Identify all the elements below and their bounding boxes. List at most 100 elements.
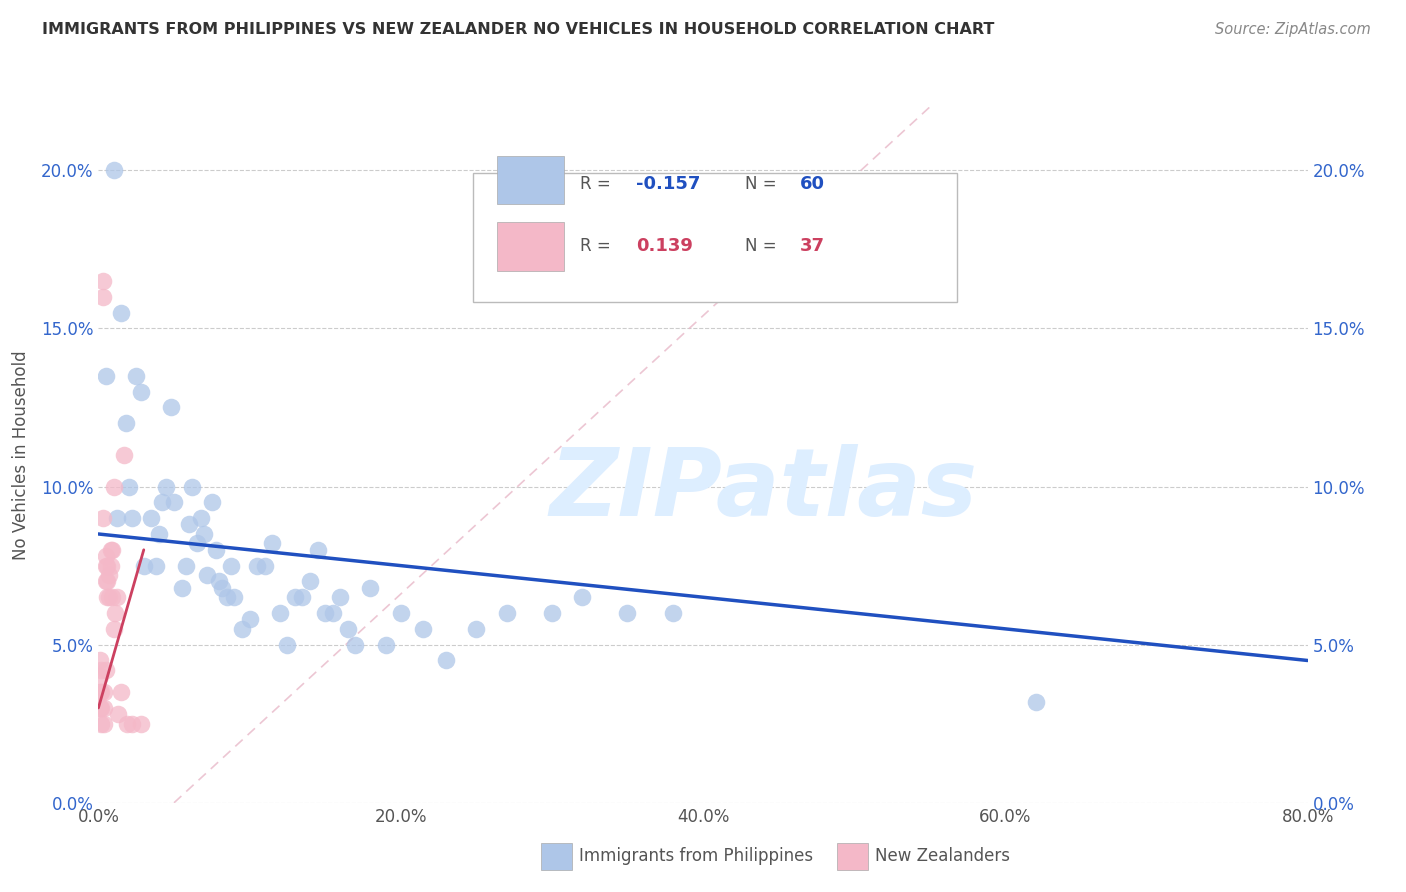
- Point: [246, 558, 269, 573]
- Point: [96, 574, 118, 589]
- Point: [91, 511, 114, 525]
- Point: [224, 591, 246, 605]
- Point: [193, 527, 215, 541]
- Text: 37: 37: [800, 237, 825, 255]
- Point: [344, 638, 367, 652]
- FancyBboxPatch shape: [474, 173, 957, 301]
- Point: [360, 581, 382, 595]
- Point: [94, 558, 117, 573]
- Point: [110, 685, 132, 699]
- Text: Source: ZipAtlas.com: Source: ZipAtlas.com: [1215, 22, 1371, 37]
- Point: [1024, 695, 1046, 709]
- Point: [96, 591, 118, 605]
- Point: [186, 536, 208, 550]
- Point: [89, 669, 111, 683]
- Point: [145, 558, 167, 573]
- Point: [284, 591, 307, 605]
- Point: [100, 542, 122, 557]
- Point: [129, 716, 152, 731]
- Point: [160, 401, 183, 415]
- Text: 0.139: 0.139: [637, 237, 693, 255]
- Point: [155, 479, 177, 493]
- Point: [571, 591, 593, 605]
- Point: [661, 606, 683, 620]
- Point: [105, 591, 128, 605]
- Point: [239, 612, 262, 626]
- Point: [94, 663, 117, 677]
- Point: [115, 716, 138, 731]
- FancyBboxPatch shape: [498, 156, 564, 204]
- Point: [90, 663, 112, 677]
- Point: [93, 716, 115, 731]
- Text: New Zealanders: New Zealanders: [875, 847, 1010, 865]
- Point: [90, 685, 112, 699]
- Point: [107, 707, 129, 722]
- Point: [98, 568, 121, 582]
- Point: [163, 495, 186, 509]
- Point: [91, 290, 114, 304]
- Point: [98, 591, 121, 605]
- Point: [291, 591, 314, 605]
- Point: [125, 368, 148, 383]
- Point: [170, 581, 193, 595]
- Point: [253, 558, 276, 573]
- Point: [141, 511, 163, 525]
- Point: [389, 606, 412, 620]
- Point: [495, 606, 517, 620]
- Point: [89, 685, 111, 699]
- Point: [93, 701, 115, 715]
- Y-axis label: No Vehicles in Household: No Vehicles in Household: [11, 350, 30, 560]
- Point: [336, 622, 359, 636]
- Point: [221, 558, 243, 573]
- Point: [148, 527, 170, 541]
- Point: [121, 511, 143, 525]
- Point: [96, 558, 118, 573]
- Point: [100, 558, 122, 573]
- Point: [105, 511, 128, 525]
- Point: [90, 701, 112, 715]
- Point: [231, 622, 253, 636]
- Text: N =: N =: [745, 175, 778, 193]
- Text: IMMIGRANTS FROM PHILIPPINES VS NEW ZEALANDER NO VEHICLES IN HOUSEHOLD CORRELATIO: IMMIGRANTS FROM PHILIPPINES VS NEW ZEALA…: [42, 22, 994, 37]
- Text: -0.157: -0.157: [637, 175, 700, 193]
- Point: [174, 558, 197, 573]
- Point: [434, 653, 457, 667]
- Point: [129, 384, 152, 399]
- Point: [94, 549, 117, 563]
- Text: N =: N =: [745, 237, 778, 255]
- Point: [90, 716, 112, 731]
- Point: [208, 574, 231, 589]
- Point: [211, 581, 233, 595]
- Point: [150, 495, 173, 509]
- Point: [190, 511, 212, 525]
- Point: [465, 622, 488, 636]
- Point: [132, 558, 155, 573]
- Point: [94, 574, 117, 589]
- Point: [307, 542, 329, 557]
- Point: [201, 495, 224, 509]
- Point: [101, 591, 124, 605]
- FancyBboxPatch shape: [498, 222, 564, 270]
- Point: [299, 574, 322, 589]
- Point: [215, 591, 238, 605]
- Point: [118, 479, 141, 493]
- Point: [181, 479, 204, 493]
- Point: [104, 606, 127, 620]
- Point: [94, 368, 117, 383]
- Point: [101, 542, 124, 557]
- Text: R =: R =: [579, 175, 610, 193]
- Point: [91, 274, 114, 288]
- Point: [103, 479, 125, 493]
- Point: [110, 305, 132, 319]
- Point: [121, 716, 143, 731]
- Point: [93, 685, 115, 699]
- Point: [103, 163, 125, 178]
- Point: [616, 606, 638, 620]
- Text: ZIPatlas: ZIPatlas: [550, 443, 977, 536]
- Point: [112, 448, 135, 462]
- Point: [322, 606, 344, 620]
- Point: [179, 517, 201, 532]
- Text: 60: 60: [800, 175, 825, 193]
- Point: [195, 568, 218, 582]
- Point: [276, 638, 298, 652]
